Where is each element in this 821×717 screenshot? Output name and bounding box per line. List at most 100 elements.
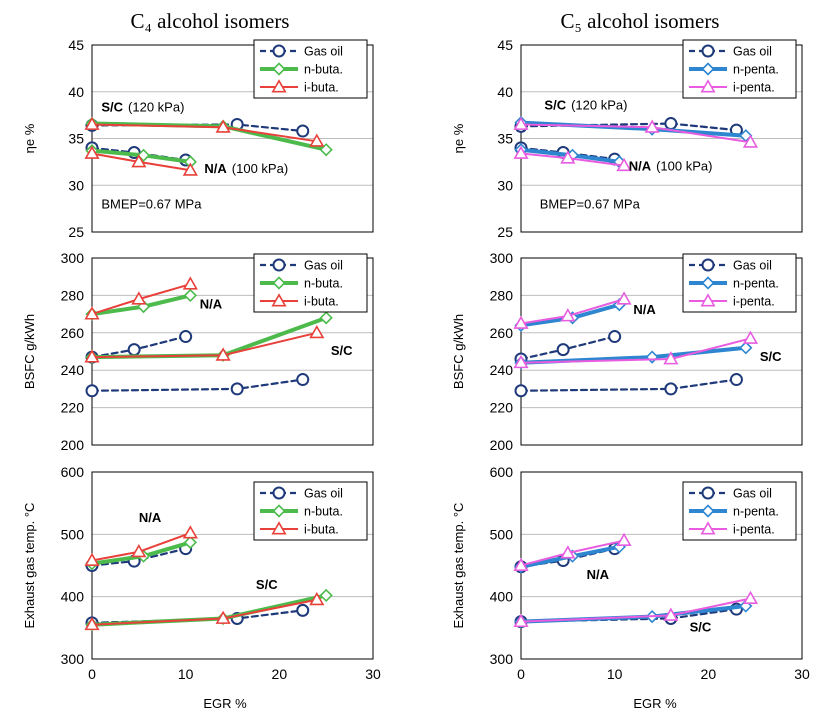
y-tick-label: 500: [490, 526, 514, 542]
data-point: [84, 616, 100, 631]
column-title-c5: C₅ alcohol isomers: [561, 9, 720, 33]
legend-marker: [701, 276, 715, 290]
x-tick-label: 10: [178, 666, 194, 682]
data-point: [182, 525, 198, 539]
y-tick-label: 300: [490, 651, 514, 667]
legend-marker: [272, 504, 286, 518]
y-tick-label: 500: [61, 526, 85, 542]
annotation: N/A (100 kPa): [204, 161, 288, 176]
data-point: [131, 291, 147, 305]
data-point: [84, 145, 100, 159]
y-tick-label: 40: [497, 84, 513, 100]
y-tick-label: 30: [497, 177, 513, 193]
data-point: [183, 535, 197, 550]
data-point: [84, 349, 100, 363]
legend-marker: [700, 79, 716, 93]
y-tick-label: 260: [61, 325, 85, 341]
data-point: [296, 373, 310, 387]
y-tick-label: 30: [68, 177, 84, 193]
legend-marker: [701, 44, 715, 58]
legend-label: i-buta.: [304, 523, 339, 537]
data-point: [608, 330, 622, 344]
data-point: [664, 382, 678, 396]
x-tick-label: 0: [517, 666, 525, 682]
annotation: N/A: [200, 296, 223, 311]
data-point: [309, 324, 325, 339]
annotation: S/C: [331, 343, 353, 358]
legend-label: Gas oil: [733, 45, 772, 59]
legend-label: Gas oil: [304, 259, 343, 273]
data-point: [513, 116, 529, 130]
data-point: [84, 306, 100, 320]
legend-marker: [701, 258, 715, 272]
data-point: [215, 119, 231, 133]
y-tick-label: 220: [490, 400, 514, 416]
chart-panel-5: 300 400 500 600 0 10 20 30 Exhaust gas temp. °C N…: [22, 464, 381, 682]
data-point: [513, 354, 529, 369]
data-point: [309, 591, 325, 606]
legend-label: i-penta.: [733, 81, 775, 95]
y-tick-label: 400: [490, 589, 514, 605]
data-point: [742, 134, 759, 148]
legend-marker: [272, 276, 286, 290]
data-point: [296, 603, 310, 617]
annotation: S/C (120 kPa): [544, 98, 627, 113]
series-line-gas-oil: [90, 378, 304, 392]
data-point: [309, 133, 325, 147]
y-tick-label: 300: [61, 651, 85, 667]
legend-marker: [271, 79, 287, 93]
data-point: [556, 343, 570, 357]
y-tick-label: 300: [490, 250, 514, 266]
legend-marker: [700, 521, 716, 535]
x-tick-label: 0: [88, 666, 96, 682]
legend-label: i-buta.: [304, 295, 339, 309]
y-tick-label: 40: [68, 84, 84, 100]
chart-panel-6: 300 400 500 600 0 10 20 30 Exhaust gas temp. °C N…: [451, 464, 810, 682]
legend-label: i-penta.: [733, 523, 775, 537]
annotation: BMEP=0.67 MPa: [101, 197, 202, 212]
y-tick-label: 280: [61, 287, 85, 303]
data-point: [131, 154, 147, 168]
plot-frame: [520, 44, 803, 233]
annotation: S/C (120 kPa): [101, 99, 184, 114]
legend-label: Gas oil: [733, 259, 772, 273]
legend-marker: [272, 258, 286, 272]
legend-marker: [271, 293, 287, 307]
legend-marker: [701, 504, 715, 518]
annotation: S/C: [256, 577, 278, 592]
annotation-condition: (100 kPa): [656, 158, 712, 173]
data-point: [513, 145, 529, 159]
data-point: [513, 315, 529, 329]
data-point: [560, 308, 576, 322]
data-point: [296, 124, 310, 138]
data-point: [215, 347, 231, 361]
data-point: [179, 330, 193, 344]
y-axis-label: BSFC g/kWh: [451, 314, 466, 389]
plot-frame: [520, 257, 803, 446]
annotation: N/A: [633, 302, 656, 317]
legend-label: n-penta.: [733, 63, 779, 77]
series-line-gas-oil: [519, 378, 738, 392]
data-point: [739, 341, 753, 355]
data-point: [560, 150, 576, 164]
chart-panel-3: 200 220 240 260 280 300 BSFC g/kWh N/A S/C Gas oi…: [22, 250, 374, 453]
legend-marker: [700, 293, 716, 307]
y-tick-label: 35: [68, 131, 84, 147]
data-point: [616, 291, 632, 305]
legend-marker: [271, 521, 287, 535]
y-tick-label: 200: [61, 437, 85, 453]
data-point: [319, 143, 333, 157]
annotation: S/C: [690, 620, 712, 635]
annotation-condition: (120 kPa): [128, 99, 184, 114]
y-axis-label: Exhaust gas temp. °C: [22, 503, 37, 629]
y-tick-label: 600: [61, 464, 85, 480]
data-point: [663, 351, 679, 365]
x-tick-label: 20: [272, 666, 288, 682]
legend-marker: [272, 62, 286, 76]
legend-marker: [272, 44, 286, 58]
annotation: BMEP=0.67 MPa: [540, 197, 641, 212]
data-point: [645, 350, 659, 364]
legend-marker: [701, 62, 715, 76]
legend-label: Gas oil: [733, 487, 772, 501]
legend-marker: [272, 486, 286, 500]
